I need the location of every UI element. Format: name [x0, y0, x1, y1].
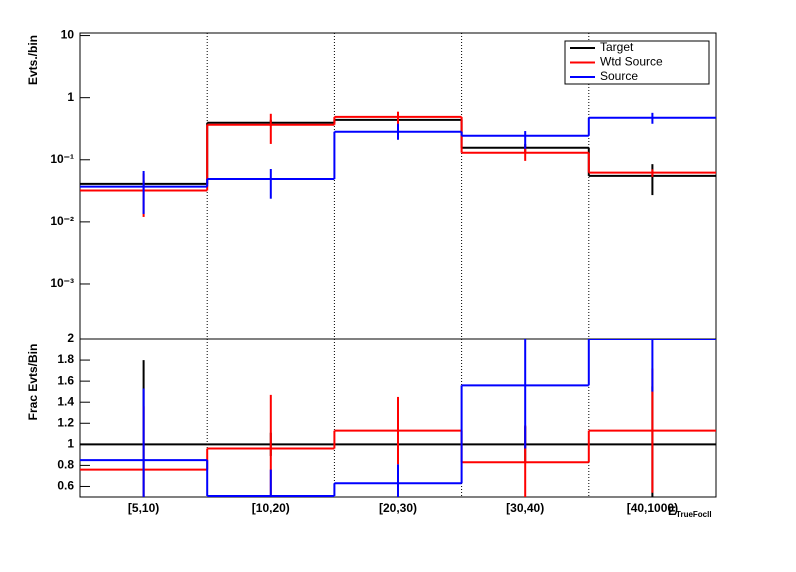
x-tick-label: [30,40): [506, 501, 544, 515]
y-axis-label: Evts./bin: [26, 35, 40, 85]
y-axis-label: Frac Evts/Bin: [26, 344, 40, 421]
legend-label: Wtd Source: [600, 55, 663, 69]
y-tick-label: 0.8: [57, 458, 74, 472]
x-tick-label: [5,10): [128, 501, 159, 515]
y-tick-label: 10: [61, 28, 75, 42]
plot-area: [80, 111, 716, 217]
y-tick-label: 1.8: [57, 352, 74, 366]
x-label-main: E: [668, 504, 676, 518]
y-tick-label: 10⁻¹: [50, 152, 74, 166]
y-tick-label: 10⁻³: [50, 276, 74, 290]
plot-area: [80, 339, 716, 497]
y-tick-label: 1.6: [57, 373, 74, 387]
y-tick-label: 2: [67, 331, 74, 345]
x-tick-label: [10,20): [252, 501, 290, 515]
y-tick-label: 10⁻²: [50, 214, 74, 228]
x-tick-label: [40,1000): [627, 501, 678, 515]
x-label-sub: TrueFocll: [676, 510, 712, 519]
y-tick-label: 1.2: [57, 415, 74, 429]
x-tick-label: [20,30): [379, 501, 417, 515]
legend-label: Source: [600, 69, 638, 83]
y-tick-label: 1: [67, 437, 74, 451]
y-tick-label: 1: [67, 90, 74, 104]
y-tick-label: 0.6: [57, 479, 74, 493]
legend-label: Target: [600, 40, 634, 54]
y-tick-label: 1.4: [57, 394, 74, 408]
x-axis-label: ETrueFocll: [668, 504, 712, 519]
